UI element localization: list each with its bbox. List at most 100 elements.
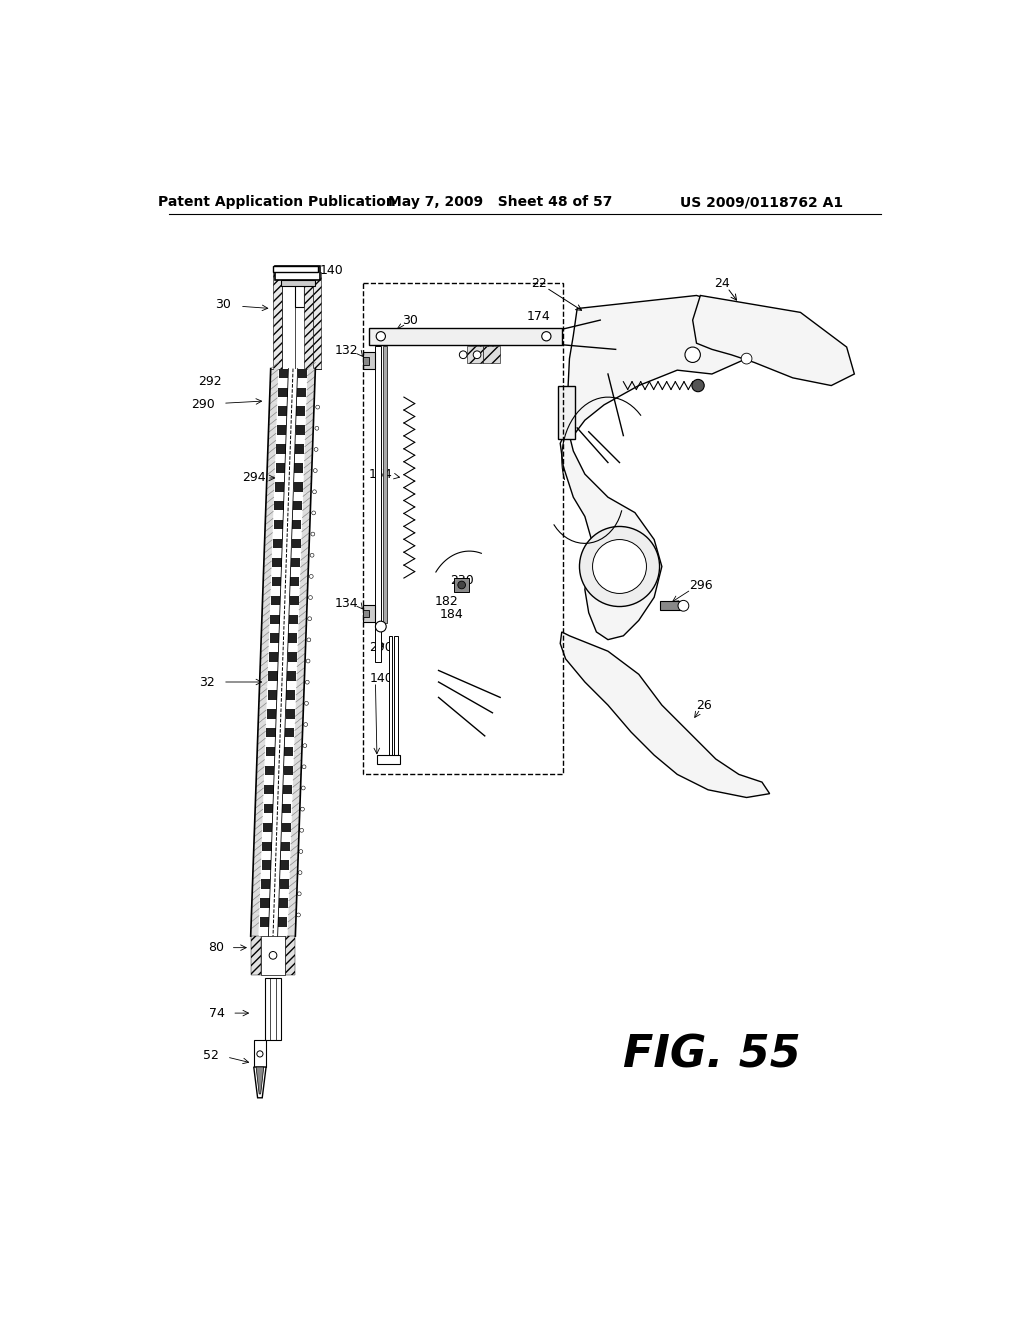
Polygon shape (269, 899, 279, 908)
Polygon shape (289, 879, 297, 891)
Polygon shape (273, 529, 301, 539)
Polygon shape (284, 511, 293, 520)
Text: 290: 290 (370, 640, 393, 653)
Polygon shape (259, 686, 267, 698)
Polygon shape (253, 857, 261, 869)
Polygon shape (286, 454, 295, 463)
Circle shape (302, 764, 306, 768)
Polygon shape (305, 437, 313, 447)
Polygon shape (261, 618, 269, 630)
Text: 32: 32 (200, 676, 215, 689)
Polygon shape (279, 661, 288, 672)
Polygon shape (302, 504, 310, 516)
Bar (313, 272, 321, 368)
Polygon shape (253, 869, 261, 879)
Circle shape (315, 405, 319, 409)
Polygon shape (266, 494, 274, 504)
Polygon shape (266, 482, 274, 494)
Polygon shape (281, 577, 291, 586)
Polygon shape (274, 511, 302, 520)
Circle shape (310, 553, 314, 557)
Bar (265, 978, 281, 1040)
Text: 52: 52 (203, 1049, 219, 1063)
Polygon shape (288, 388, 297, 397)
Circle shape (685, 347, 700, 363)
Circle shape (297, 913, 300, 917)
Polygon shape (262, 832, 291, 842)
Polygon shape (295, 731, 302, 743)
Text: 22: 22 (530, 277, 547, 290)
Polygon shape (276, 709, 286, 718)
Polygon shape (271, 595, 299, 605)
Polygon shape (257, 743, 265, 755)
Polygon shape (254, 845, 261, 857)
Polygon shape (276, 718, 286, 729)
Polygon shape (270, 368, 279, 380)
Polygon shape (292, 812, 300, 822)
Polygon shape (273, 804, 283, 813)
Polygon shape (283, 520, 292, 529)
Polygon shape (273, 539, 301, 548)
Polygon shape (264, 550, 272, 561)
Polygon shape (271, 842, 281, 851)
Polygon shape (285, 482, 294, 491)
Polygon shape (265, 504, 273, 516)
Polygon shape (259, 927, 287, 936)
Circle shape (269, 952, 276, 960)
Polygon shape (280, 615, 289, 624)
Polygon shape (278, 416, 305, 425)
Polygon shape (261, 642, 268, 652)
Text: 140: 140 (319, 264, 343, 277)
Polygon shape (286, 434, 295, 445)
Polygon shape (266, 718, 294, 729)
Text: 184: 184 (440, 607, 464, 620)
Polygon shape (275, 482, 303, 491)
Polygon shape (268, 681, 296, 690)
Circle shape (314, 447, 318, 451)
Bar (370, 327, 562, 345)
Polygon shape (278, 690, 287, 700)
Polygon shape (272, 813, 282, 822)
Polygon shape (269, 643, 297, 652)
Polygon shape (269, 908, 279, 917)
Circle shape (741, 354, 752, 364)
Polygon shape (278, 425, 305, 434)
Polygon shape (300, 561, 308, 573)
Polygon shape (281, 595, 290, 605)
Text: 30: 30 (402, 314, 418, 327)
Polygon shape (265, 747, 294, 756)
Polygon shape (289, 368, 298, 378)
Polygon shape (255, 812, 263, 822)
Polygon shape (297, 675, 304, 686)
Polygon shape (270, 605, 298, 615)
Polygon shape (257, 731, 265, 743)
Polygon shape (268, 425, 276, 437)
Polygon shape (272, 568, 300, 577)
Bar (364, 284, 563, 775)
Circle shape (305, 680, 309, 684)
Polygon shape (268, 927, 278, 936)
Bar (364, 605, 375, 622)
Polygon shape (274, 766, 284, 775)
Polygon shape (260, 664, 268, 675)
Polygon shape (273, 520, 301, 529)
Polygon shape (258, 709, 266, 721)
Polygon shape (289, 891, 297, 902)
Bar (388, 636, 392, 759)
Bar (364, 610, 370, 618)
Polygon shape (285, 463, 294, 473)
Polygon shape (264, 795, 292, 804)
Polygon shape (268, 672, 296, 681)
Polygon shape (252, 879, 260, 891)
Polygon shape (260, 917, 288, 927)
Polygon shape (284, 491, 293, 502)
Polygon shape (261, 870, 289, 879)
Polygon shape (262, 851, 290, 861)
Polygon shape (276, 434, 304, 445)
Polygon shape (288, 397, 297, 407)
Bar (375, 623, 381, 663)
Polygon shape (275, 473, 303, 482)
Polygon shape (261, 630, 269, 642)
Polygon shape (270, 380, 278, 391)
Polygon shape (255, 800, 263, 812)
